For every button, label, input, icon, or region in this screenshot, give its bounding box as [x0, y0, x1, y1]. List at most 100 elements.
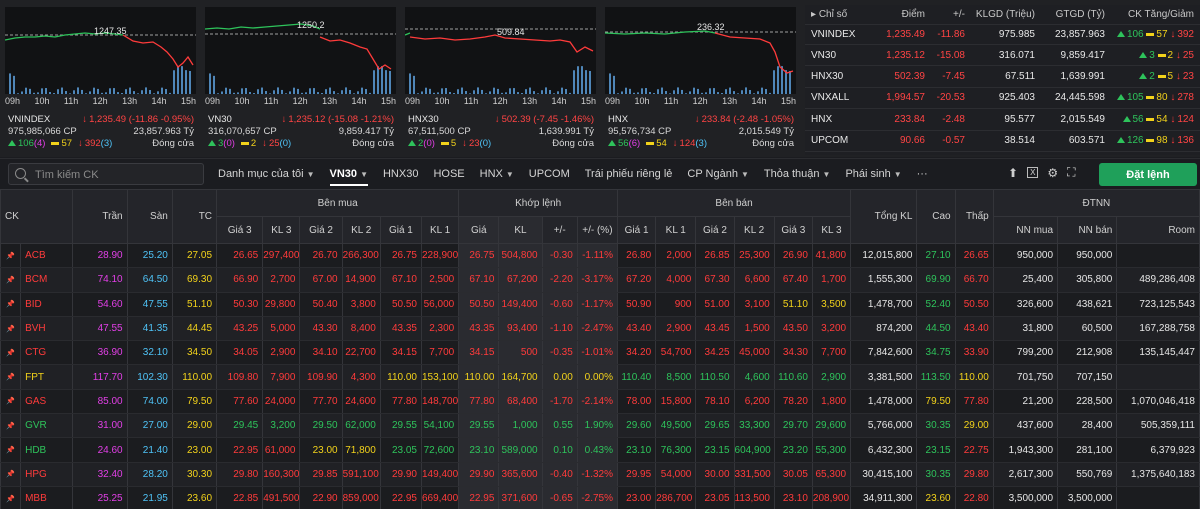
- pin-icon[interactable]: 📌: [0, 267, 22, 293]
- table-row[interactable]: 📌 GAS 85.00 74.00 79.50 77.60 24,000 77.70 24,60…: [0, 389, 1200, 415]
- col-header[interactable]: Trần: [72, 189, 128, 244]
- table-row[interactable]: 📌 BID 54.60 47.55 51.10 50.30 29,800 50.40 3,800…: [0, 292, 1200, 317]
- table-row[interactable]: 📌 BVH 47.55 41.35 44.45 43.25 5,000 43.30 8,400 4…: [0, 316, 1200, 342]
- index-panel[interactable]: 1250.2 09h 10h 11h 12h 13h 14h 15h VN30 ↓ 1,235.…: [202, 7, 396, 155]
- pin-icon[interactable]: 📌: [0, 364, 22, 390]
- cell-symbol[interactable]: GVR: [20, 413, 74, 439]
- volume-bar: [577, 66, 579, 94]
- pin-icon[interactable]: 📌: [0, 413, 22, 439]
- col-header[interactable]: KL 2: [733, 216, 775, 244]
- index-panel[interactable]: 509.84 09h 10h 11h 12h 13h 14h 15h HNX30 ↓ 502.3…: [402, 7, 596, 155]
- sort-up-icon[interactable]: ⬆: [1008, 165, 1019, 180]
- cell-bid1-vol: 2,500: [420, 267, 460, 293]
- col-header[interactable]: CK: [0, 189, 74, 244]
- col-header[interactable]: TC: [171, 189, 218, 244]
- pin-icon[interactable]: 📌: [0, 243, 22, 269]
- col-header[interactable]: Giá 2: [695, 216, 735, 244]
- tab-vn30[interactable]: VN30 ▼: [329, 168, 368, 186]
- col-header[interactable]: +/- (%): [576, 216, 619, 244]
- cell-total-vol: 1,478,700: [850, 292, 918, 317]
- col-header[interactable]: Cao: [916, 189, 956, 244]
- cell-change-pct: 0.00%: [576, 364, 619, 390]
- col-header[interactable]: Giá 3: [773, 216, 813, 244]
- col-header[interactable]: Thấp: [954, 189, 994, 244]
- col-header[interactable]: NN mua: [992, 216, 1059, 244]
- tab-hnx[interactable]: HNX ▼: [479, 168, 514, 180]
- cell-symbol[interactable]: HDB: [20, 437, 74, 463]
- table-row[interactable]: 📌 CTG 36.90 32.10 34.50 34.05 2,900 34.10 22,700…: [0, 340, 1200, 366]
- pin-icon[interactable]: 📌: [0, 316, 22, 342]
- cell-symbol[interactable]: CTG: [20, 340, 74, 366]
- tab-hnx30[interactable]: HNX30: [382, 168, 419, 180]
- cell-symbol[interactable]: BCM: [20, 267, 74, 293]
- col-header[interactable]: KL 3: [811, 216, 852, 244]
- col-header[interactable]: Room: [1116, 216, 1200, 244]
- pin-icon[interactable]: 📌: [0, 462, 22, 487]
- tab-my-watchlist[interactable]: Danh mục của tôi ▼: [218, 168, 315, 180]
- tab-sectors[interactable]: CP Ngành ▼: [687, 168, 749, 180]
- pin-icon[interactable]: 📌: [0, 389, 22, 415]
- search-input[interactable]: [35, 167, 195, 182]
- table-row[interactable]: 📌 HDB 24.60 21.40 23.00 22.95 61,000 23.00 71,80…: [0, 437, 1200, 463]
- tab-more[interactable]: ···: [916, 168, 928, 180]
- cell-symbol[interactable]: MBB: [20, 486, 74, 509]
- pin-icon[interactable]: 📌: [0, 437, 22, 463]
- volume-bar: [241, 88, 243, 94]
- cell-ask3-vol: 3,200: [811, 316, 852, 342]
- index-panel[interactable]: 1247.35 09h 10h 11h 12h 13h 14h 15h VNINDEX ↓ 1,…: [2, 7, 196, 155]
- cell-symbol[interactable]: FPT: [20, 364, 74, 390]
- cell-ask1-price: 34.20: [617, 340, 657, 366]
- volume-bar: [777, 66, 779, 94]
- col-header[interactable]: Tổng KL: [850, 189, 918, 244]
- tab-hose[interactable]: HOSE: [433, 168, 465, 180]
- table-row[interactable]: 📌 HPG 32.40 28.20 30.30 29.80 160,300 29.85 591,…: [0, 462, 1200, 487]
- excel-export-icon[interactable]: X: [1027, 167, 1039, 178]
- col-header[interactable]: Giá 1: [617, 216, 657, 244]
- cell-foreign-room: 489,286,408: [1116, 267, 1200, 293]
- fullscreen-icon[interactable]: ⛶: [1067, 165, 1076, 179]
- col-header[interactable]: Giá 2: [299, 216, 343, 244]
- col-header[interactable]: NN bán: [1057, 216, 1118, 244]
- table-row[interactable]: 📌 ACB 28.90 25.20 27.05 26.65 297,400 26.70 266,…: [0, 243, 1200, 269]
- cell-symbol[interactable]: HPG: [20, 462, 74, 487]
- pin-icon[interactable]: 📌: [0, 340, 22, 366]
- tab-private-bonds[interactable]: Trái phiếu riêng lẻ: [584, 168, 673, 180]
- col-header[interactable]: Giá 1: [379, 216, 422, 244]
- search-box[interactable]: [8, 163, 204, 185]
- table-row[interactable]: 📌 MBB 25.25 21.95 23.60 22.85 491,500 22.90 859,…: [0, 486, 1200, 509]
- cell-symbol[interactable]: BID: [20, 292, 74, 317]
- pin-icon[interactable]: 📌: [0, 292, 22, 317]
- index-table-row[interactable]: VNXALL 1,994.57 -20.53 925.403 24,445.598 105…: [805, 88, 1200, 110]
- cell-symbol[interactable]: GAS: [20, 389, 74, 415]
- volume-bar: [373, 70, 375, 94]
- tab-negotiated[interactable]: Thỏa thuận ▼: [763, 168, 831, 180]
- col-header[interactable]: Giá: [458, 216, 500, 244]
- cell-symbol[interactable]: ACB: [20, 243, 74, 269]
- table-row[interactable]: 📌 BCM 74.10 64.50 69.30 66.90 2,700 67.00 14,900…: [0, 267, 1200, 293]
- col-header[interactable]: +/-: [541, 216, 578, 244]
- table-row[interactable]: 📌 GVR 31.00 27.00 29.00 29.45 3,200 29.50 62,000…: [0, 413, 1200, 439]
- tab-upcom[interactable]: UPCOM: [528, 168, 570, 180]
- table-row[interactable]: 📌 FPT 117.70 102.30 110.00 109.80 7,900 109.90 4…: [0, 364, 1200, 390]
- col-header[interactable]: Sàn: [126, 189, 173, 244]
- index-panel[interactable]: 236.32 09h 10h 11h 12h 13h 14h 15h HNX ↓ 233.84 …: [602, 7, 796, 155]
- index-table-row[interactable]: HNX 233.84 -2.48 95.577 2,015.549 56 54 ↓ 124: [805, 109, 1200, 131]
- col-header[interactable]: KL 1: [420, 216, 460, 244]
- col-header[interactable]: KL 1: [655, 216, 697, 244]
- col-header[interactable]: KL 2: [341, 216, 381, 244]
- index-table-row[interactable]: VNINDEX 1,235.49 -11.86 975.985 23,857.963 10…: [805, 25, 1200, 45]
- index-table-row[interactable]: UPCOM 90.66 -0.57 38.514 603.571 126 98 ↓ 136: [805, 131, 1200, 152]
- place-order-button[interactable]: Đặt lệnh: [1099, 163, 1197, 186]
- triangle-up-icon: [1139, 51, 1148, 58]
- cell-symbol[interactable]: BVH: [20, 316, 74, 342]
- col-header[interactable]: Giá 3: [216, 216, 264, 244]
- index-table-row[interactable]: HNX30 502.39 -7.45 67.511 1,639.991 2 5 ↓ 23: [805, 66, 1200, 88]
- col-header[interactable]: KL: [498, 216, 543, 244]
- gear-icon[interactable]: ⚙: [1047, 165, 1059, 180]
- tab-derivatives[interactable]: Phái sinh ▼: [845, 168, 902, 180]
- cell-match-vol: 68,400: [498, 389, 543, 415]
- cell-floor: 25.20: [126, 243, 173, 269]
- col-header[interactable]: KL 3: [262, 216, 301, 244]
- pin-icon[interactable]: 📌: [0, 486, 22, 509]
- index-table-row[interactable]: VN30 1,235.12 -15.08 316.071 9,859.417 3 2 ↓ 2…: [805, 45, 1200, 67]
